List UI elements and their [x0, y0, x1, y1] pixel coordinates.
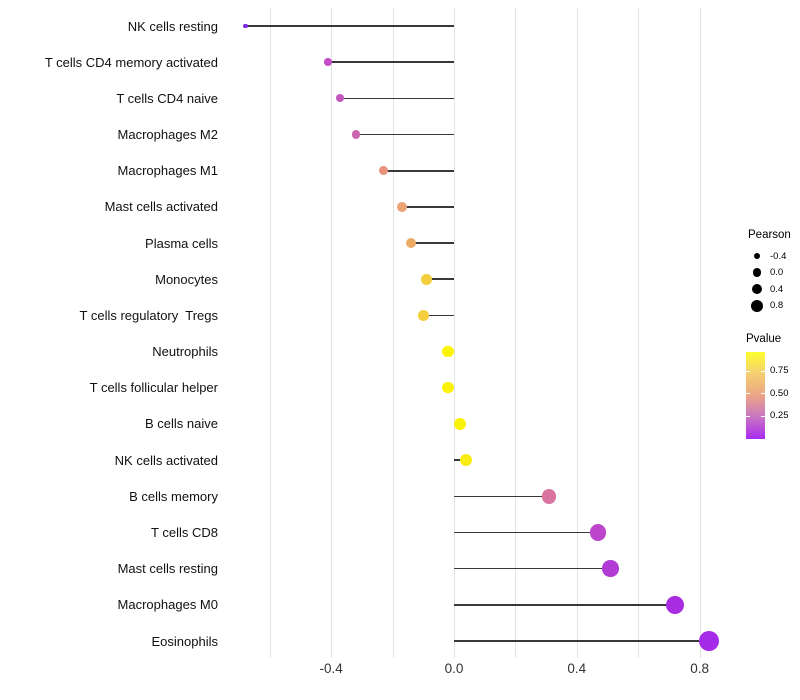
category-label: Macrophages M0 — [117, 597, 218, 613]
lollipop-stem — [423, 314, 454, 317]
data-point — [590, 524, 607, 541]
category-label: T cells CD4 naive — [116, 90, 218, 106]
pvalue-tick-mark — [746, 370, 750, 372]
pvalue-tick-mark — [761, 415, 765, 417]
data-point — [698, 631, 719, 651]
x-tick-label: -0.4 — [319, 661, 343, 676]
data-point — [351, 130, 360, 139]
pvalue-tick-mark — [761, 370, 765, 372]
lollipop-stem — [426, 278, 454, 281]
gridline — [454, 8, 455, 658]
legend-size-label: -0.4 — [770, 250, 787, 262]
lollipop-stem — [328, 61, 454, 63]
lollipop-stem — [411, 242, 454, 244]
lollipop-stem — [245, 25, 454, 27]
gridline — [269, 8, 271, 658]
lollipop-stem — [454, 495, 550, 498]
gridline — [576, 8, 578, 658]
category-label: Mast cells resting — [117, 561, 218, 577]
category-label: B cells memory — [129, 488, 218, 504]
data-point — [442, 345, 454, 358]
legend-size-label: 0.4 — [770, 283, 784, 295]
category-label: T cells follicular helper — [89, 380, 218, 396]
lollipop-stem — [340, 97, 454, 100]
lollipop-stem — [401, 206, 454, 208]
legend-size-label: 0.8 — [770, 300, 784, 311]
data-point — [336, 94, 345, 103]
data-point — [421, 273, 432, 285]
gridline — [331, 8, 333, 658]
category-label: Neutrophils — [152, 344, 218, 360]
category-label: T cells regulatory Tregs — [79, 307, 218, 323]
category-label: Macrophages M2 — [117, 127, 218, 143]
lollipop-stem — [355, 133, 454, 136]
legend-size-dot — [751, 299, 763, 312]
lollipop-stem — [454, 459, 467, 461]
legend-title-pearson: Pearson — [748, 229, 791, 241]
category-label: Macrophages M1 — [117, 163, 218, 179]
category-label: Monocytes — [155, 271, 218, 287]
legend-size-label: 0.0 — [770, 267, 784, 278]
pvalue-tick-label: 0.75 — [770, 365, 789, 376]
gridline — [699, 8, 701, 658]
x-tick-label: 0.8 — [690, 661, 709, 676]
category-label: Plasma cells — [145, 235, 218, 251]
data-point — [396, 201, 407, 212]
category-label: NK cells activated — [114, 452, 218, 468]
data-point — [602, 560, 619, 577]
legend-size-dot — [752, 268, 762, 277]
pvalue-tick-mark — [761, 393, 765, 394]
data-point — [665, 595, 685, 615]
lollipop-stem — [454, 604, 676, 606]
data-point — [378, 166, 389, 176]
legend-title-pvalue: Pvalue — [746, 333, 782, 345]
pvalue-tick-label: 0.25 — [770, 410, 789, 421]
data-point — [442, 382, 454, 394]
data-point — [454, 418, 466, 430]
data-point — [460, 454, 473, 467]
x-tick-label: 0.4 — [567, 661, 587, 676]
gridline — [392, 8, 394, 658]
pvalue-tick-mark — [746, 415, 750, 417]
category-label: B cells naive — [145, 416, 218, 432]
category-label: NK cells resting — [127, 18, 218, 34]
data-point — [324, 58, 332, 66]
pvalue-gradient-bar — [746, 352, 765, 439]
category-label: Mast cells activated — [104, 199, 218, 215]
data-point — [405, 237, 417, 249]
x-tick-label: 0.0 — [444, 661, 464, 676]
legend-size-dot — [753, 252, 761, 260]
data-point — [541, 489, 557, 504]
lollipop-stem — [454, 640, 709, 642]
data-point — [418, 310, 429, 321]
lollipop-stem — [383, 169, 454, 172]
data-point — [242, 23, 248, 29]
category-label: Eosinophils — [151, 633, 219, 649]
lollipop-stem — [454, 531, 599, 534]
lollipop-stem — [454, 567, 611, 570]
legend-size-dot — [751, 283, 763, 295]
gridline — [515, 8, 517, 658]
category-label: T cells CD4 memory activated — [44, 54, 218, 70]
pvalue-tick-mark — [746, 393, 750, 394]
category-label: T cells CD8 — [151, 525, 218, 541]
pvalue-tick-label: 0.50 — [770, 387, 789, 399]
gridline — [638, 8, 640, 658]
